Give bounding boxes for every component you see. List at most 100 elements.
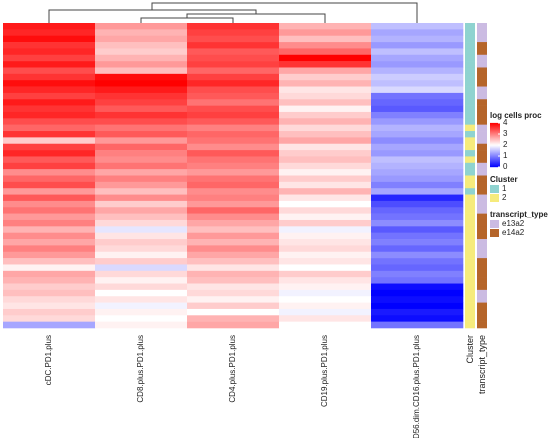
heatmap-cell bbox=[187, 315, 280, 322]
column-label: cDC.PD1.plus bbox=[44, 335, 53, 385]
heatmap-cell bbox=[3, 188, 96, 195]
colorbar-step bbox=[490, 162, 500, 165]
legend-swatch bbox=[490, 185, 499, 193]
heatmap-cell bbox=[3, 315, 96, 322]
heatmap-cell bbox=[95, 188, 188, 195]
heatmap-cell bbox=[95, 239, 188, 246]
heatmap-cell bbox=[279, 169, 372, 176]
heatmap-cell bbox=[95, 42, 188, 49]
heatmap-cell bbox=[3, 54, 96, 62]
heatmap-cell bbox=[371, 156, 464, 164]
heatmap-cell bbox=[3, 35, 96, 43]
heatmap-cell bbox=[279, 188, 372, 195]
heatmap-cell bbox=[371, 111, 464, 119]
annotation-cell bbox=[477, 118, 487, 125]
heatmap-cell bbox=[187, 239, 280, 246]
colorbar-step bbox=[490, 133, 500, 136]
heatmap-cell bbox=[95, 137, 188, 145]
heatmap-cell bbox=[95, 302, 188, 310]
heatmap-cell bbox=[3, 302, 96, 310]
annotation-cell bbox=[477, 283, 487, 291]
annotation-cell bbox=[465, 188, 475, 195]
annotation-cell bbox=[465, 289, 475, 297]
colorbar-tick-label: 4 bbox=[503, 118, 508, 127]
heatmap-cell bbox=[371, 289, 464, 297]
heatmap-cell bbox=[3, 289, 96, 297]
annotation-cell bbox=[477, 137, 487, 145]
heatmap-cell bbox=[187, 219, 280, 227]
heatmap-cell bbox=[279, 23, 372, 30]
heatmap-cell bbox=[95, 29, 188, 37]
heatmap-cell bbox=[371, 207, 464, 214]
colorbar-step bbox=[490, 160, 500, 163]
heatmap-cell bbox=[3, 175, 96, 183]
heatmap-cell bbox=[95, 156, 188, 164]
heatmap-cell bbox=[3, 181, 96, 189]
colorbar-tick-label: 1 bbox=[503, 151, 508, 160]
heatmap-cell bbox=[187, 131, 280, 138]
heatmap-cell bbox=[3, 143, 96, 151]
heatmap-cell bbox=[279, 213, 372, 221]
heatmap-cell bbox=[3, 99, 96, 106]
heatmap-cell bbox=[95, 86, 188, 94]
heatmap-cell bbox=[187, 54, 280, 62]
heatmap-cell bbox=[371, 315, 464, 322]
heatmap-cell bbox=[3, 194, 96, 202]
heatmap-cell bbox=[187, 61, 280, 68]
colorbar-step bbox=[490, 158, 500, 161]
heatmap-cell bbox=[95, 67, 188, 75]
heatmap-cell bbox=[95, 162, 188, 170]
colorbar-step bbox=[490, 145, 500, 148]
heatmap-cell bbox=[95, 219, 188, 227]
heatmap-cell bbox=[3, 162, 96, 170]
heatmap-cell bbox=[3, 124, 96, 132]
heatmap-cell bbox=[95, 99, 188, 106]
heatmap-cell bbox=[371, 48, 464, 56]
heatmap-cell bbox=[187, 73, 280, 81]
annotation-cell bbox=[465, 321, 475, 329]
heatmap-cell bbox=[95, 169, 188, 176]
heatmap-cell bbox=[187, 48, 280, 56]
heatmap-cell bbox=[95, 270, 188, 278]
heatmap-cell bbox=[95, 111, 188, 119]
annotation-cell bbox=[465, 99, 475, 106]
annotation-cell bbox=[477, 162, 487, 170]
heatmap-cell bbox=[371, 213, 464, 221]
heatmap-cell bbox=[187, 156, 280, 164]
annotation-cell bbox=[477, 131, 487, 138]
legend-label: 2 bbox=[502, 193, 507, 202]
annotation-cell bbox=[465, 283, 475, 291]
heatmap-cell bbox=[95, 61, 188, 68]
annotation-cell bbox=[477, 54, 487, 62]
heatmap-cell bbox=[187, 277, 280, 284]
annotation-cell bbox=[477, 200, 487, 208]
heatmap-cell bbox=[279, 200, 372, 208]
heatmap-cell bbox=[371, 296, 464, 303]
annotation-cell bbox=[477, 99, 487, 106]
annotation-cell bbox=[477, 239, 487, 246]
heatmap-cell bbox=[95, 175, 188, 183]
annotation-cell bbox=[465, 86, 475, 94]
colorbar-step bbox=[490, 144, 500, 147]
colorbar-step bbox=[490, 149, 500, 152]
heatmap-cell bbox=[279, 270, 372, 278]
annotation-cell bbox=[477, 226, 487, 233]
heatmap-cell bbox=[279, 245, 372, 253]
annotation-cell bbox=[477, 42, 487, 49]
heatmap-cell bbox=[95, 245, 188, 253]
annotation-cell bbox=[477, 23, 487, 30]
annotation-cell bbox=[465, 42, 475, 49]
heatmap-cell bbox=[187, 321, 280, 329]
heatmap-cell bbox=[187, 245, 280, 253]
annotation-label: Cluster bbox=[465, 335, 475, 364]
heatmap-cell bbox=[279, 162, 372, 170]
heatmap-cell bbox=[279, 283, 372, 291]
heatmap-cell bbox=[279, 315, 372, 322]
heatmap-cell bbox=[3, 80, 96, 87]
annotation-cell bbox=[477, 150, 487, 157]
heatmap-cell bbox=[187, 270, 280, 278]
heatmap-cell bbox=[3, 42, 96, 49]
heatmap-cell bbox=[279, 131, 372, 138]
heatmap-cell bbox=[279, 54, 372, 62]
heatmap-cell bbox=[371, 80, 464, 87]
